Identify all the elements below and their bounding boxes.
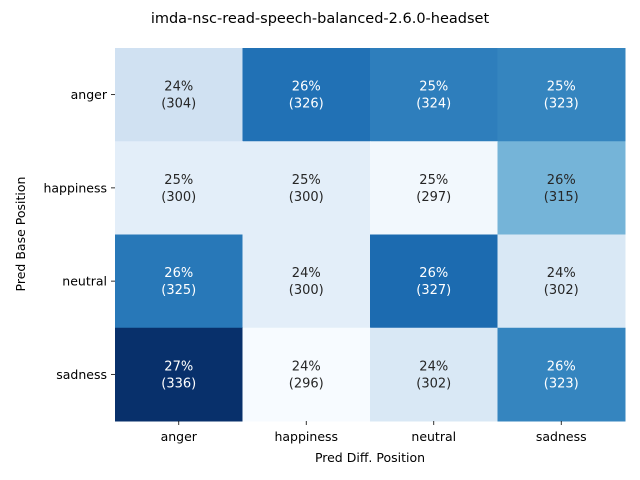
heatmap-cell-r2-c2	[370, 234, 498, 329]
heatmap-cell-r3-c2	[370, 327, 498, 422]
heatmap-cell-r3-c1	[242, 327, 371, 422]
heatmap-cells: 24% (304) 26% (326) 25% (324) 25% (323) 25% (300)…	[115, 48, 626, 422]
cell-percent-label-r2-c0: 26%	[164, 266, 193, 281]
cell-count-label-r2-c2: (327)	[416, 283, 451, 298]
cell-percent-label-r1-c1: 25%	[292, 173, 321, 188]
x-tick-label-1: happiness	[274, 429, 338, 444]
cell-percent-label-r3-c1: 24%	[292, 359, 321, 374]
cell-count-label-r1-c1: (300)	[289, 190, 324, 205]
cell-percent-label-r0-c0: 24%	[164, 80, 193, 95]
cell-percent-label-r3-c3: 26%	[547, 359, 576, 374]
x-axis-label: Pred Diff. Position	[315, 450, 425, 465]
y-axis-label: Pred Base Position	[13, 177, 28, 292]
cell-count-label-r1-c3: (315)	[544, 190, 579, 205]
cell-percent-label-r0-c2: 25%	[419, 80, 448, 95]
cell-percent-label-r1-c2: 25%	[419, 173, 448, 188]
cell-percent-label-r3-c0: 27%	[164, 359, 193, 374]
heatmap-cell-r1-c2	[370, 141, 498, 235]
heatmap-cell-r2-c0	[115, 234, 243, 329]
cell-percent-label-r0-c3: 25%	[547, 80, 576, 95]
cell-count-label-r3-c1: (296)	[289, 376, 324, 391]
y-tick-label-0: anger	[71, 87, 108, 102]
heatmap-cell-r2-c1	[242, 234, 371, 329]
cell-percent-label-r0-c1: 26%	[292, 80, 321, 95]
y-axis-ticks: anger happiness neutral sadness	[43, 87, 115, 382]
cell-count-label-r2-c1: (300)	[289, 283, 324, 298]
cell-count-label-r3-c2: (302)	[416, 376, 451, 391]
heatmap-cell-r1-c1	[242, 141, 371, 235]
heatmap-cell-r0-c3	[497, 48, 626, 142]
heatmap-cell-r0-c0	[115, 48, 243, 142]
cell-percent-label-r1-c0: 25%	[164, 173, 193, 188]
cell-count-label-r0-c1: (326)	[289, 97, 324, 112]
heatmap-cell-r1-c0	[115, 141, 243, 235]
heatmap-cell-r3-c0	[115, 327, 243, 422]
cell-percent-label-r3-c2: 24%	[419, 359, 448, 374]
chart-title: imda-nsc-read-speech-balanced-2.6.0-head…	[151, 11, 490, 27]
cell-count-label-r0-c3: (323)	[544, 97, 579, 112]
cell-count-label-r2-c3: (302)	[544, 283, 579, 298]
cell-percent-label-r2-c3: 24%	[547, 266, 576, 281]
x-axis-ticks: anger happiness neutral sadness	[161, 421, 587, 444]
cell-count-label-r3-c3: (323)	[544, 376, 579, 391]
cell-count-label-r1-c2: (297)	[416, 190, 451, 205]
x-tick-label-3: sadness	[536, 429, 587, 444]
cell-percent-label-r2-c1: 24%	[292, 266, 321, 281]
y-tick-label-3: sadness	[56, 367, 107, 382]
heatmap-cell-r0-c2	[370, 48, 498, 142]
cell-count-label-r0-c2: (324)	[416, 97, 451, 112]
heatmap-cell-r0-c1	[242, 48, 371, 142]
cell-count-label-r0-c0: (304)	[161, 97, 196, 112]
y-tick-label-2: neutral	[62, 274, 107, 289]
x-tick-label-2: neutral	[411, 429, 456, 444]
heatmap-cell-r3-c3	[497, 327, 626, 422]
heatmap-cell-r2-c3	[497, 234, 626, 329]
y-tick-label-1: happiness	[43, 180, 107, 195]
cell-count-label-r2-c0: (325)	[161, 283, 196, 298]
cell-count-label-r1-c0: (300)	[161, 190, 196, 205]
x-tick-label-0: anger	[161, 429, 198, 444]
cell-percent-label-r1-c3: 26%	[547, 173, 576, 188]
cell-percent-label-r2-c2: 26%	[419, 266, 448, 281]
heatmap-cell-r1-c3	[497, 141, 626, 235]
cell-count-label-r3-c0: (336)	[161, 376, 196, 391]
